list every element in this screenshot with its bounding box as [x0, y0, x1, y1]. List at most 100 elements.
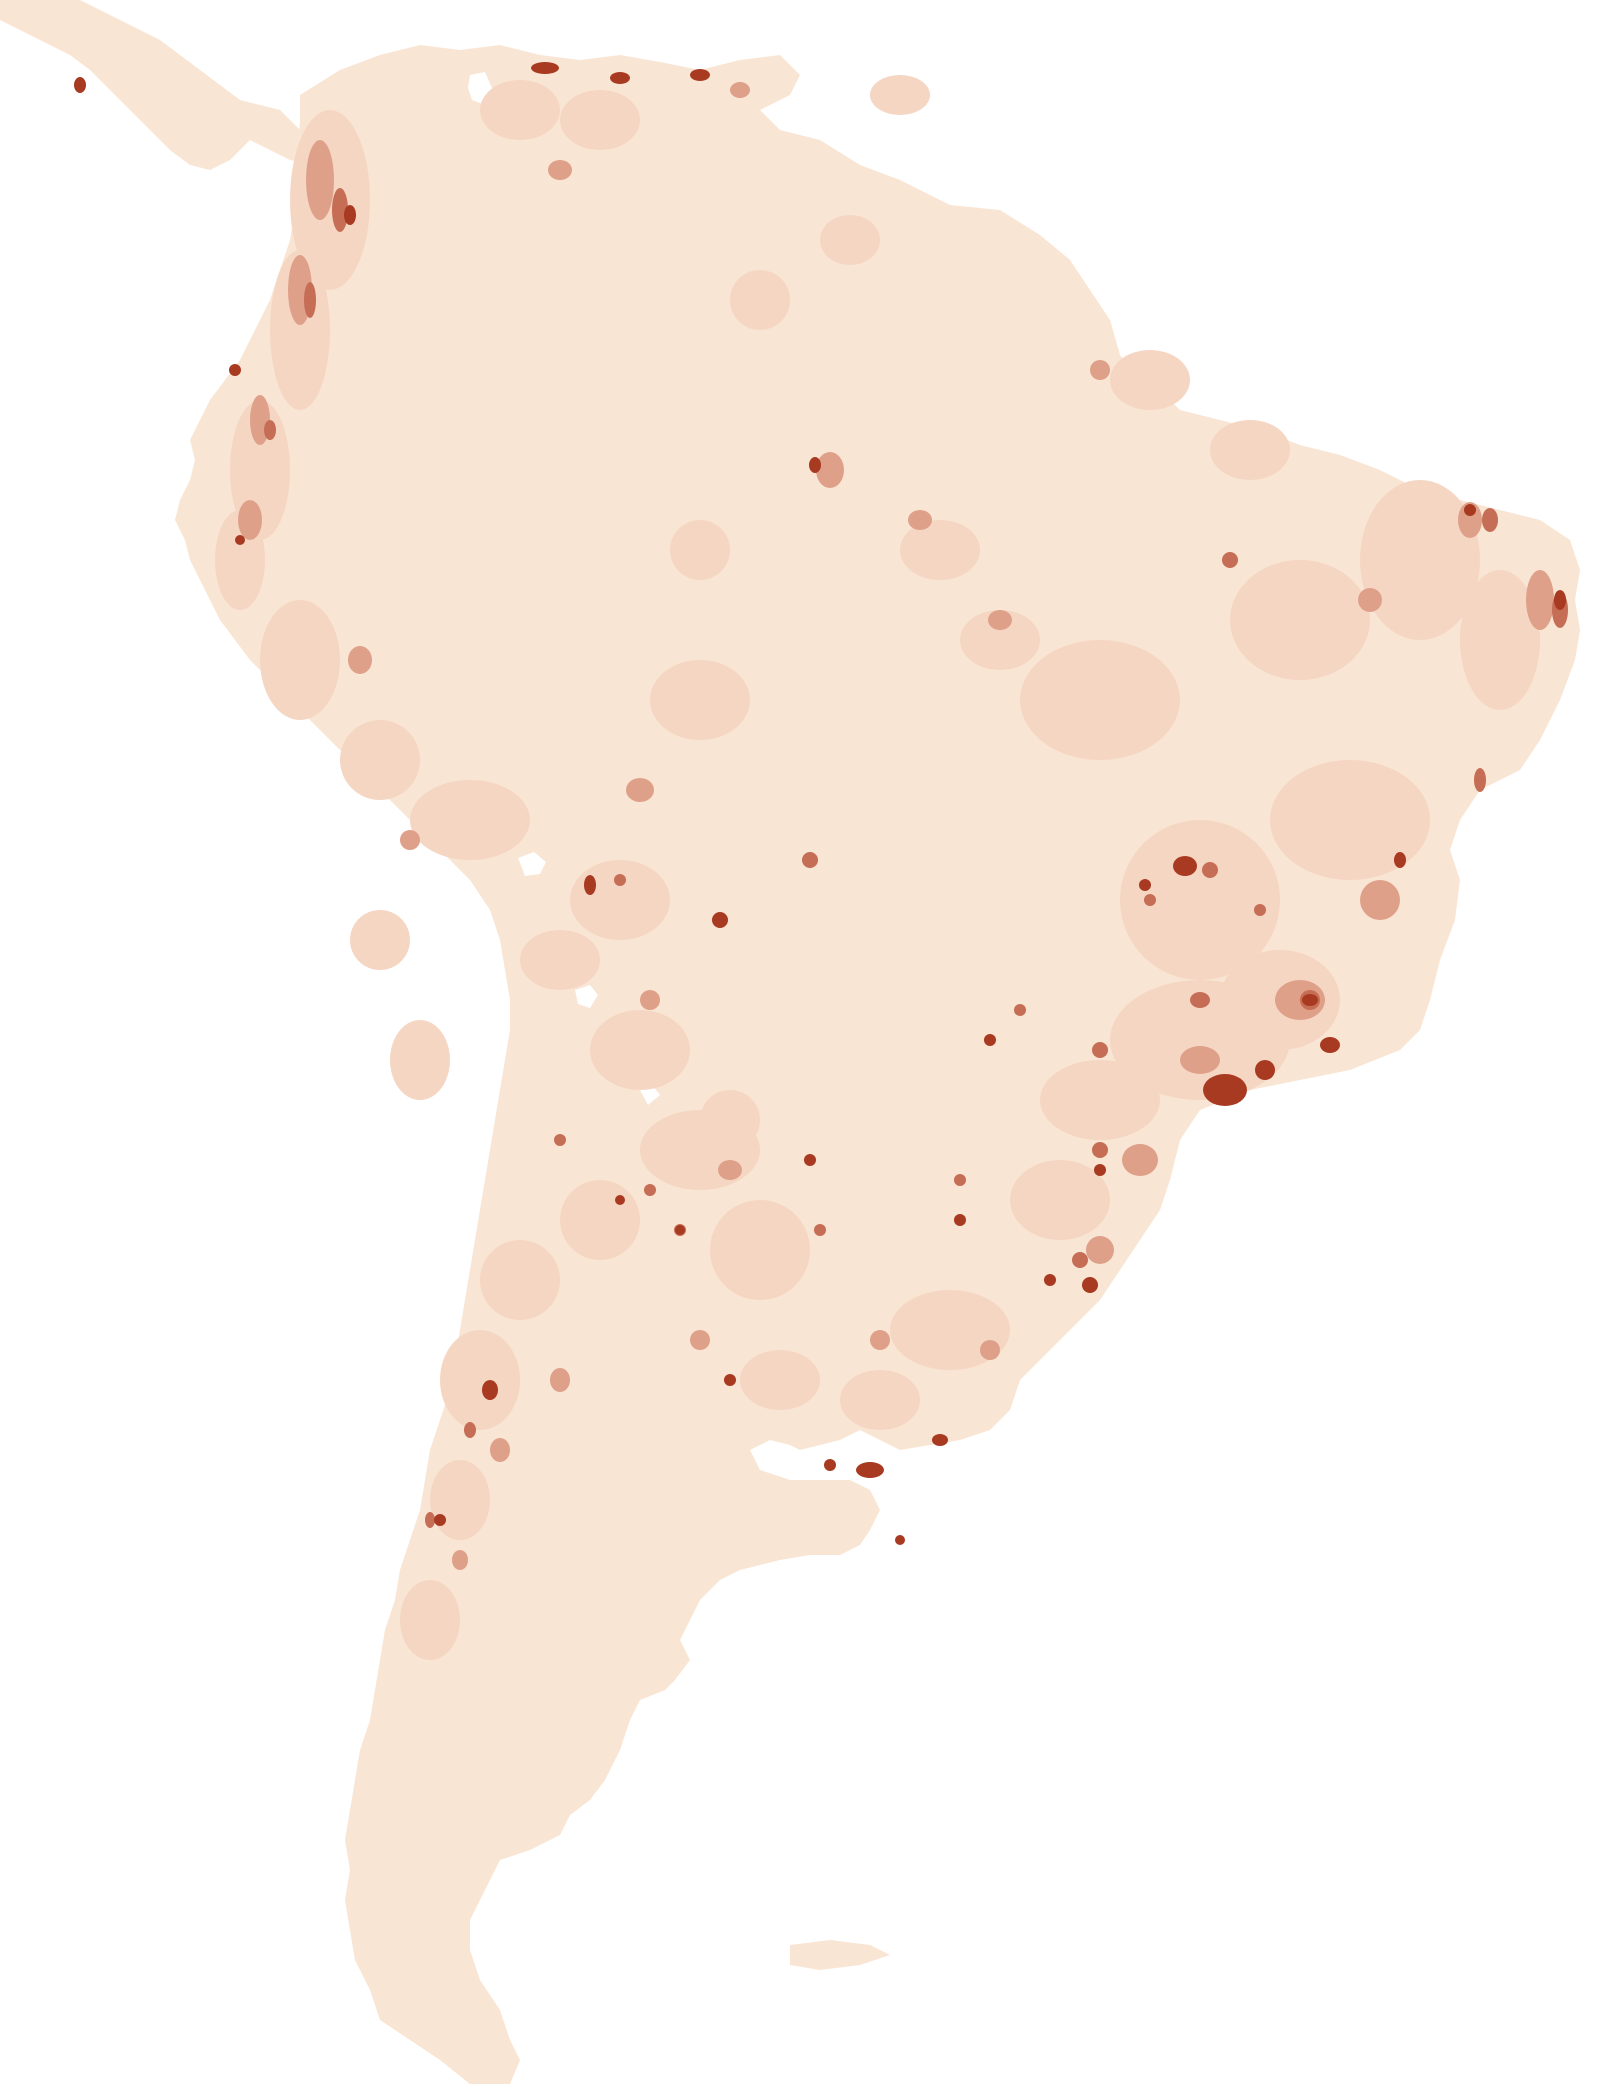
density-high-patch — [802, 852, 818, 868]
density-high-patch — [264, 420, 276, 440]
density-high-patch — [644, 1184, 656, 1196]
density-low-patch — [390, 1020, 450, 1100]
density-mid-patch — [640, 990, 660, 1010]
density-high-patch — [1474, 768, 1486, 792]
density-high-patch — [1222, 552, 1238, 568]
density-mid-patch — [908, 510, 932, 530]
density-low-patch — [350, 910, 410, 970]
density-low-patch — [1210, 420, 1290, 480]
density-mid-patch — [1090, 360, 1110, 380]
density-high-patch — [1190, 992, 1210, 1008]
density-high-patch — [304, 282, 316, 318]
density-low-patch — [480, 1240, 560, 1320]
density-mid-patch — [490, 1438, 510, 1462]
density-low-patch — [560, 1180, 640, 1260]
density-mid-patch — [1180, 1046, 1220, 1074]
density-high-patch — [464, 1422, 476, 1438]
density-max-patch — [932, 1434, 948, 1446]
density-low-patch — [1360, 480, 1480, 640]
density-max-patch — [1094, 1164, 1106, 1176]
density-high-patch — [1482, 508, 1498, 532]
density-low-patch — [560, 90, 640, 150]
density-mid-patch — [626, 778, 654, 802]
density-max-patch — [74, 77, 86, 93]
tierra-del-fuego-landmass — [790, 1940, 890, 1970]
density-max-patch — [344, 205, 356, 225]
density-low-patch — [1110, 350, 1190, 410]
density-max-patch — [724, 1374, 736, 1386]
density-max-patch — [610, 72, 630, 84]
density-low-patch — [650, 660, 750, 740]
density-max-patch — [229, 364, 241, 376]
density-low-patch — [900, 520, 980, 580]
density-max-patch — [1173, 856, 1197, 876]
density-high-patch — [332, 188, 348, 232]
density-mid-patch — [452, 1550, 468, 1570]
density-low-patch — [410, 780, 530, 860]
south-america-landmass — [175, 45, 1580, 2084]
density-max-patch — [1320, 1037, 1340, 1053]
density-mid-patch — [718, 1160, 742, 1180]
density-low-patch — [1270, 760, 1430, 880]
density-low-patch — [590, 1010, 690, 1090]
density-max-patch — [1394, 852, 1406, 868]
density-high-patch — [554, 1134, 566, 1146]
density-high-patch — [1014, 1004, 1026, 1016]
density-high-patch — [814, 1224, 826, 1236]
density-max-patch — [235, 535, 245, 545]
density-mid-regions — [238, 82, 1554, 1570]
density-low-patch — [1120, 820, 1280, 980]
density-low-patch — [400, 1580, 460, 1660]
density-high-patch — [1092, 1042, 1108, 1058]
density-low-patch — [1020, 640, 1180, 760]
density-high-patch — [425, 1512, 435, 1528]
density-max-patch — [1255, 1060, 1275, 1080]
density-low-patch — [1010, 1160, 1110, 1240]
density-low-patch — [430, 1460, 490, 1540]
density-high-patch — [954, 1174, 966, 1186]
density-max-regions — [74, 62, 1566, 1545]
salar-patch-2 — [640, 1085, 660, 1105]
density-max-patch — [690, 69, 710, 81]
density-mid-patch — [1526, 570, 1554, 630]
density-max-patch — [584, 875, 596, 895]
density-max-patch — [482, 1380, 498, 1400]
density-max-patch — [1203, 1074, 1247, 1106]
density-mid-patch — [1122, 1144, 1158, 1176]
density-low-patch — [710, 1200, 810, 1300]
density-mid-patch — [400, 830, 420, 850]
density-high-patch — [1254, 904, 1266, 916]
density-mid-patch — [730, 82, 750, 98]
density-high-patch — [1144, 894, 1156, 906]
density-mid-patch — [548, 160, 572, 180]
density-low-patch — [870, 75, 930, 115]
density-mid-patch — [550, 1368, 570, 1392]
central-america-landmass — [0, 0, 340, 170]
density-low-patch — [440, 1330, 520, 1430]
density-mid-patch — [238, 500, 262, 540]
density-low-patch — [1230, 560, 1370, 680]
density-high-patch — [614, 874, 626, 886]
density-low-regions — [215, 75, 1540, 1660]
density-low-patch — [1460, 570, 1540, 710]
density-mid-patch — [348, 646, 372, 674]
density-max-patch — [434, 1514, 446, 1526]
density-low-patch — [700, 1090, 760, 1150]
density-mid-patch — [988, 610, 1012, 630]
density-max-patch — [1554, 590, 1566, 610]
density-low-patch — [270, 250, 330, 410]
density-max-patch — [824, 1459, 836, 1471]
density-low-patch — [740, 1350, 820, 1410]
density-low-patch — [570, 860, 670, 940]
density-max-patch — [1302, 994, 1318, 1006]
density-low-patch — [840, 1370, 920, 1430]
density-max-patch — [675, 1225, 685, 1235]
density-mid-patch — [1458, 502, 1482, 538]
density-max-patch — [984, 1034, 996, 1046]
density-max-patch — [895, 1535, 905, 1545]
density-high-patch — [1092, 1142, 1108, 1158]
density-max-patch — [531, 62, 559, 74]
